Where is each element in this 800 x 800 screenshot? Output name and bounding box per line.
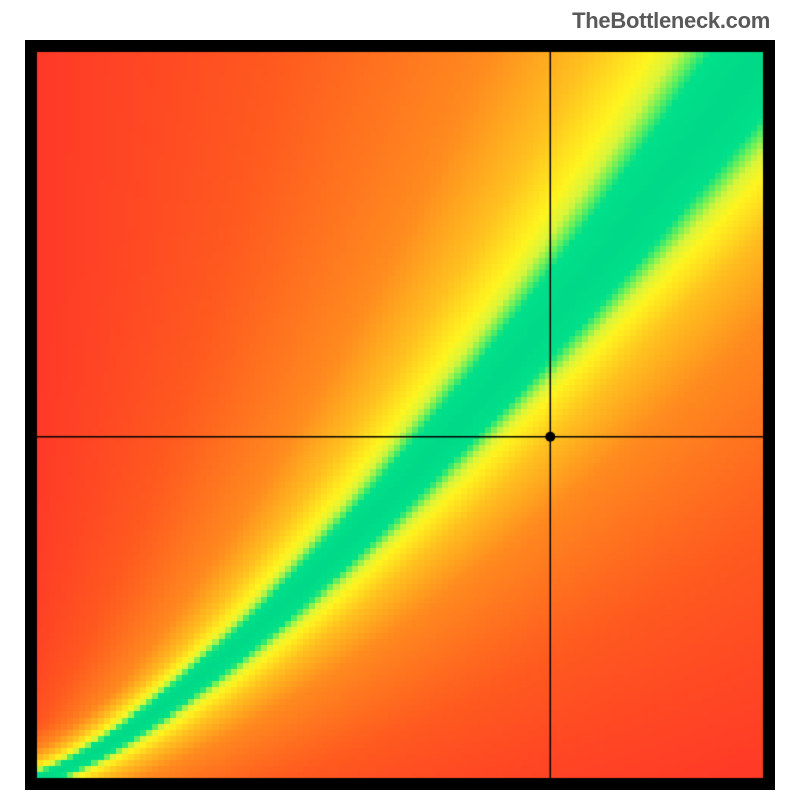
heatmap-canvas [25, 40, 775, 790]
root-container: TheBottleneck.com [0, 0, 800, 800]
heatmap-chart [25, 40, 775, 790]
attribution-text: TheBottleneck.com [572, 8, 770, 34]
